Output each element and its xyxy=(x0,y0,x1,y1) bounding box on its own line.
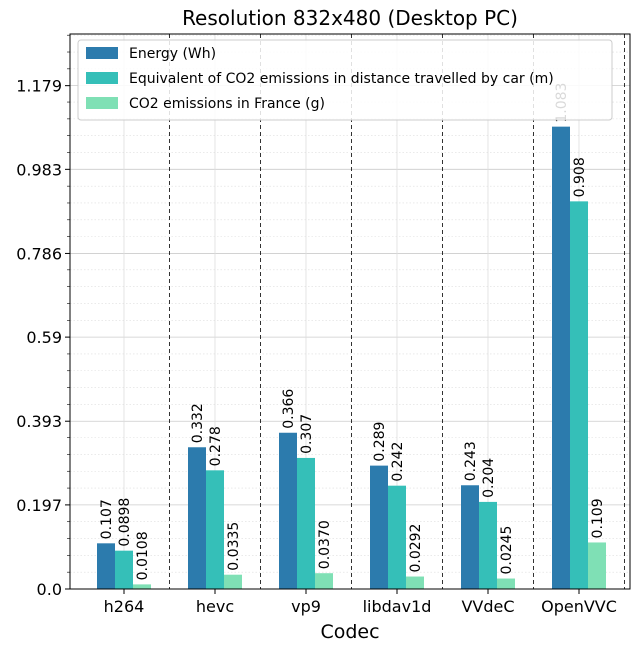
bar xyxy=(133,584,151,589)
y-axis: 0.0 0.197 0.393 0.59 0.786 0.983 1.179 xyxy=(16,34,70,599)
bar xyxy=(279,432,297,589)
y-tick-label: 0.59 xyxy=(26,328,62,347)
chart-title: Resolution 832x480 (Desktop PC) xyxy=(182,6,518,30)
legend-label: Equivalent of CO2 emissions in distance … xyxy=(129,71,554,87)
bar xyxy=(224,574,242,589)
bar-value-label: 0.204 xyxy=(481,458,497,498)
bar xyxy=(497,578,515,589)
bar-value-label: 0.332 xyxy=(190,403,206,443)
bar xyxy=(206,470,224,589)
bar xyxy=(97,543,115,589)
bar xyxy=(115,550,133,589)
x-tick-label: OpenVVC xyxy=(541,597,617,616)
bar-value-label: 0.307 xyxy=(299,414,315,454)
x-tick-label: VVdeC xyxy=(461,597,514,616)
legend-swatch xyxy=(86,72,118,84)
bar xyxy=(315,573,333,589)
bar xyxy=(479,501,497,589)
legend-box xyxy=(77,39,613,121)
bar-value-labels: 0.1070.3320.3660.2890.2431.0830.08980.27… xyxy=(99,83,606,581)
bars xyxy=(97,126,606,590)
bar xyxy=(570,201,588,589)
bar-value-label: 0.289 xyxy=(372,422,388,462)
bar-value-label: 0.109 xyxy=(590,498,606,538)
bar-value-label: 0.0108 xyxy=(135,531,151,580)
bar-value-label: 0.243 xyxy=(463,441,479,481)
bar-value-label: 0.0335 xyxy=(226,522,242,571)
x-tick-label: libdav1d xyxy=(363,597,432,616)
x-axis-label: Codec xyxy=(320,621,379,643)
y-tick-label: 1.179 xyxy=(16,77,62,96)
x-axis: h264 hevc vp9 libdav1d VVdeC OpenVVC xyxy=(104,589,617,616)
y-tick-label: 0.0 xyxy=(37,580,62,599)
plot-frame xyxy=(69,33,631,590)
bar xyxy=(188,447,206,589)
bar-value-label: 0.242 xyxy=(390,442,406,482)
bar-value-label: 0.107 xyxy=(99,499,115,539)
legend-label: Energy (Wh) xyxy=(129,46,216,62)
bar xyxy=(588,542,606,589)
bar-value-label: 0.0370 xyxy=(317,520,333,569)
bar xyxy=(406,576,424,589)
legend-swatch xyxy=(86,97,118,109)
bar xyxy=(388,485,406,589)
bar-value-label: 0.278 xyxy=(208,426,224,466)
y-tick-label: 0.393 xyxy=(16,412,62,431)
bar-value-label: 0.0245 xyxy=(499,526,515,575)
x-tick-label: hevc xyxy=(196,597,234,616)
y-tick-label: 0.786 xyxy=(16,244,62,263)
bar-value-label: 0.0292 xyxy=(408,524,424,573)
bar-value-label: 0.908 xyxy=(572,157,588,197)
legend-label: CO2 emissions in France (g) xyxy=(129,96,325,112)
y-tick-label: 0.983 xyxy=(16,160,62,179)
legend-swatch xyxy=(86,47,118,59)
category-separators xyxy=(169,34,625,589)
bar xyxy=(461,485,479,589)
x-tick-label: vp9 xyxy=(291,597,321,616)
bar-value-label: 0.0898 xyxy=(117,498,133,547)
bar xyxy=(552,126,570,590)
bar xyxy=(370,465,388,589)
bar xyxy=(297,457,315,589)
y-tick-label: 0.197 xyxy=(16,496,62,515)
bar-value-label: 0.366 xyxy=(281,389,297,429)
legend: Energy (Wh) Equivalent of CO2 emissions i… xyxy=(77,39,613,121)
x-tick-label: h264 xyxy=(104,597,145,616)
